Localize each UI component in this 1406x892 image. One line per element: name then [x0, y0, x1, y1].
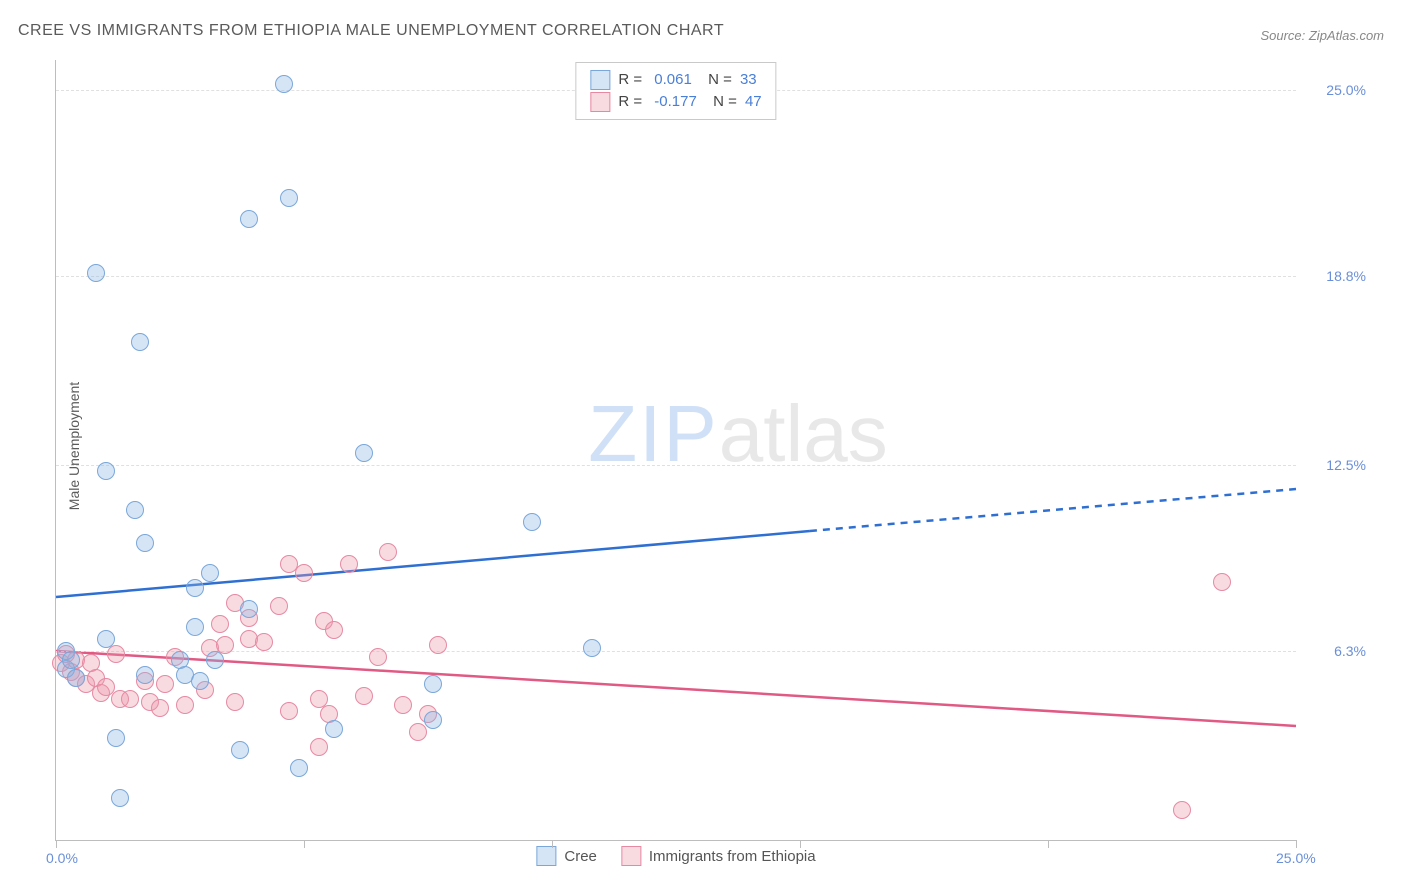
y-tick-label: 12.5%: [1306, 457, 1366, 473]
gridline: [56, 276, 1296, 277]
scatter-point-cree: [107, 729, 125, 747]
legend-r-value-cree: 0.061: [654, 69, 692, 91]
scatter-point-ethiopia: [340, 555, 358, 573]
scatter-point-ethiopia: [379, 543, 397, 561]
scatter-point-cree: [583, 639, 601, 657]
scatter-point-ethiopia: [355, 687, 373, 705]
legend-n-label: N =: [700, 69, 732, 91]
legend-n-value-cree: 33: [740, 69, 757, 91]
scatter-point-ethiopia: [255, 633, 273, 651]
scatter-point-cree: [191, 672, 209, 690]
regression-line-ethiopia: [56, 651, 1296, 726]
legend-label-cree: Cree: [564, 848, 597, 865]
scatter-point-cree: [523, 513, 541, 531]
legend-swatch-cree: [536, 846, 556, 866]
scatter-point-cree: [275, 75, 293, 93]
x-tick: [1296, 840, 1297, 848]
regression-line-dashed-cree: [810, 489, 1296, 531]
scatter-point-ethiopia: [369, 648, 387, 666]
x-axis-min-label: 0.0%: [46, 850, 78, 866]
legend-r-value-ethiopia: -0.177: [654, 91, 697, 113]
correlation-legend: R = 0.061 N = 33 R = -0.177 N = 47: [575, 62, 776, 120]
scatter-point-cree: [111, 789, 129, 807]
legend-swatch-ethiopia: [621, 846, 641, 866]
legend-label-ethiopia: Immigrants from Ethiopia: [649, 848, 816, 865]
legend-row-ethiopia: R = -0.177 N = 47: [590, 91, 761, 113]
scatter-point-ethiopia: [156, 675, 174, 693]
scatter-point-ethiopia: [121, 690, 139, 708]
chart-title: CREE VS IMMIGRANTS FROM ETHIOPIA MALE UN…: [18, 22, 724, 40]
scatter-point-cree: [186, 579, 204, 597]
scatter-point-ethiopia: [295, 564, 313, 582]
scatter-point-cree: [206, 651, 224, 669]
scatter-point-cree: [201, 564, 219, 582]
scatter-plot: ZIPatlas R = 0.061 N = 33 R = -0.177 N =…: [55, 60, 1296, 841]
scatter-point-ethiopia: [1173, 801, 1191, 819]
scatter-point-ethiopia: [176, 696, 194, 714]
legend-swatch-ethiopia: [590, 92, 610, 112]
scatter-point-ethiopia: [1213, 573, 1231, 591]
legend-item-cree: Cree: [536, 846, 597, 866]
x-axis-max-label: 25.0%: [1276, 850, 1316, 866]
legend-row-cree: R = 0.061 N = 33: [590, 69, 761, 91]
scatter-point-ethiopia: [107, 645, 125, 663]
y-tick-label: 25.0%: [1306, 82, 1366, 98]
regression-line-cree: [56, 531, 810, 597]
scatter-point-cree: [240, 600, 258, 618]
scatter-point-ethiopia: [151, 699, 169, 717]
x-tick: [1048, 840, 1049, 848]
chart-container: CREE VS IMMIGRANTS FROM ETHIOPIA MALE UN…: [0, 0, 1406, 892]
regression-lines: [56, 60, 1296, 840]
scatter-point-ethiopia: [280, 702, 298, 720]
scatter-point-cree: [355, 444, 373, 462]
y-tick-label: 6.3%: [1306, 643, 1366, 659]
scatter-point-ethiopia: [310, 738, 328, 756]
scatter-point-cree: [424, 675, 442, 693]
legend-r-label: R =: [618, 69, 646, 91]
x-tick: [56, 840, 57, 848]
scatter-point-cree: [126, 501, 144, 519]
scatter-point-cree: [325, 720, 343, 738]
x-tick: [800, 840, 801, 848]
scatter-point-cree: [67, 669, 85, 687]
scatter-point-cree: [186, 618, 204, 636]
scatter-point-cree: [97, 630, 115, 648]
scatter-point-cree: [136, 534, 154, 552]
scatter-point-cree: [424, 711, 442, 729]
scatter-point-cree: [62, 651, 80, 669]
y-tick-label: 18.8%: [1306, 268, 1366, 284]
scatter-point-cree: [240, 210, 258, 228]
series-legend: Cree Immigrants from Ethiopia: [536, 846, 815, 866]
scatter-point-cree: [280, 189, 298, 207]
legend-n-label: N =: [705, 91, 737, 113]
scatter-point-ethiopia: [394, 696, 412, 714]
scatter-point-cree: [231, 741, 249, 759]
legend-r-label: R =: [618, 91, 646, 113]
scatter-point-ethiopia: [226, 693, 244, 711]
legend-item-ethiopia: Immigrants from Ethiopia: [621, 846, 816, 866]
scatter-point-cree: [131, 333, 149, 351]
scatter-point-ethiopia: [409, 723, 427, 741]
source-label: Source: ZipAtlas.com: [1260, 28, 1384, 43]
scatter-point-ethiopia: [211, 615, 229, 633]
scatter-point-cree: [290, 759, 308, 777]
x-tick: [304, 840, 305, 848]
gridline: [56, 651, 1296, 652]
scatter-point-ethiopia: [325, 621, 343, 639]
scatter-point-cree: [97, 462, 115, 480]
scatter-point-ethiopia: [270, 597, 288, 615]
scatter-point-ethiopia: [429, 636, 447, 654]
x-tick: [552, 840, 553, 848]
scatter-point-cree: [87, 264, 105, 282]
gridline: [56, 465, 1296, 466]
legend-n-value-ethiopia: 47: [745, 91, 762, 113]
scatter-point-cree: [136, 666, 154, 684]
legend-swatch-cree: [590, 70, 610, 90]
